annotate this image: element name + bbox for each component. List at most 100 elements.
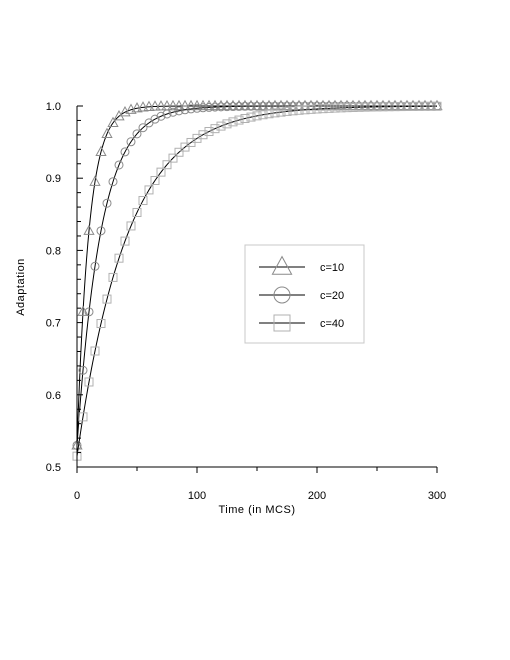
data-point (276, 101, 286, 111)
data-point (240, 101, 250, 111)
data-point (396, 102, 406, 112)
data-point (180, 142, 190, 152)
data-point (222, 102, 232, 112)
data-point (162, 109, 172, 119)
data-point (83, 224, 95, 235)
data-point (90, 261, 100, 271)
data-point (126, 221, 136, 231)
x-tick-label: 200 (308, 490, 326, 502)
data-point (366, 102, 376, 112)
data-point (162, 160, 172, 170)
data-point (282, 106, 292, 116)
data-point (426, 101, 436, 111)
data-point (342, 103, 352, 113)
data-point (210, 124, 220, 134)
data-point (144, 185, 154, 195)
series-c=40 (72, 101, 442, 461)
data-point (384, 102, 394, 112)
data-point (174, 147, 184, 157)
data-point (234, 101, 244, 111)
data-point (420, 101, 430, 111)
data-point (348, 102, 358, 112)
x-axis-label: Time (in MCS) (219, 504, 296, 516)
data-point (198, 103, 208, 113)
data-point (137, 101, 149, 112)
data-point (89, 175, 101, 186)
data-point (228, 117, 238, 127)
legend-box (244, 244, 365, 344)
data-point (354, 102, 364, 112)
data-point (246, 101, 256, 111)
data-point (432, 101, 442, 111)
y-tick-label: 0.7 (46, 318, 61, 330)
data-point (156, 111, 166, 121)
x-tick-label: 100 (188, 490, 206, 502)
data-point (378, 102, 388, 112)
data-point (101, 127, 113, 138)
data-point (312, 104, 322, 114)
axes-layer: 0 100 200 300 0.5 0.6 0.7 0.8 0.9 1.0 (46, 101, 446, 502)
y-tick-label: 0.9 (46, 173, 61, 185)
data-point (270, 101, 280, 111)
data-point (204, 102, 214, 112)
legend-label: c=20 (320, 290, 344, 302)
data-point (318, 104, 328, 114)
data-point (414, 101, 424, 111)
data-point (150, 114, 160, 124)
legend: c=10 c=20 c=40 (244, 244, 365, 344)
data-point (96, 226, 106, 236)
data-point (210, 102, 220, 112)
data-point (324, 103, 334, 113)
data-point (102, 198, 112, 208)
x-tick-label: 0 (74, 490, 80, 502)
data-point (150, 176, 160, 186)
data-point (155, 100, 167, 111)
x-tick-label: 300 (428, 490, 446, 502)
legend-label: c=40 (320, 318, 344, 330)
data-point (90, 346, 100, 356)
data-point (336, 103, 346, 113)
data-point (168, 107, 178, 117)
data-point (138, 196, 148, 206)
data-point (240, 113, 250, 123)
data-point (126, 137, 136, 147)
data-point (300, 105, 310, 115)
data-point (216, 121, 226, 131)
data-point (143, 100, 155, 111)
data-point (330, 103, 340, 113)
data-point (138, 123, 148, 133)
y-axis-label: Adaptation (15, 258, 27, 316)
data-point (78, 365, 88, 375)
y-tick-label: 0.6 (46, 390, 61, 402)
legend-marker (273, 286, 291, 304)
data-point (108, 177, 118, 187)
legend-marker (273, 314, 291, 332)
data-point (294, 105, 304, 115)
legend-label: c=10 (320, 262, 344, 274)
data-point (131, 102, 143, 113)
data-point (222, 119, 232, 129)
data-point (408, 101, 418, 111)
data-point (252, 101, 262, 111)
data-point (84, 307, 94, 317)
data-point (84, 377, 94, 387)
data-point (288, 106, 298, 116)
data-point (186, 104, 196, 114)
data-point (78, 412, 88, 422)
data-point (174, 106, 184, 116)
data-point (114, 160, 124, 170)
data-point (258, 101, 268, 111)
data-point (156, 167, 166, 177)
y-tick-label: 1.0 (46, 101, 61, 113)
data-point (306, 104, 316, 114)
y-tick-label: 0.8 (46, 245, 61, 257)
data-point (246, 112, 256, 122)
data-point (114, 253, 124, 263)
data-point (102, 294, 112, 304)
data-point (372, 102, 382, 112)
data-point (360, 102, 370, 112)
data-point (276, 107, 286, 117)
data-point (167, 99, 179, 111)
data-point (173, 99, 185, 111)
